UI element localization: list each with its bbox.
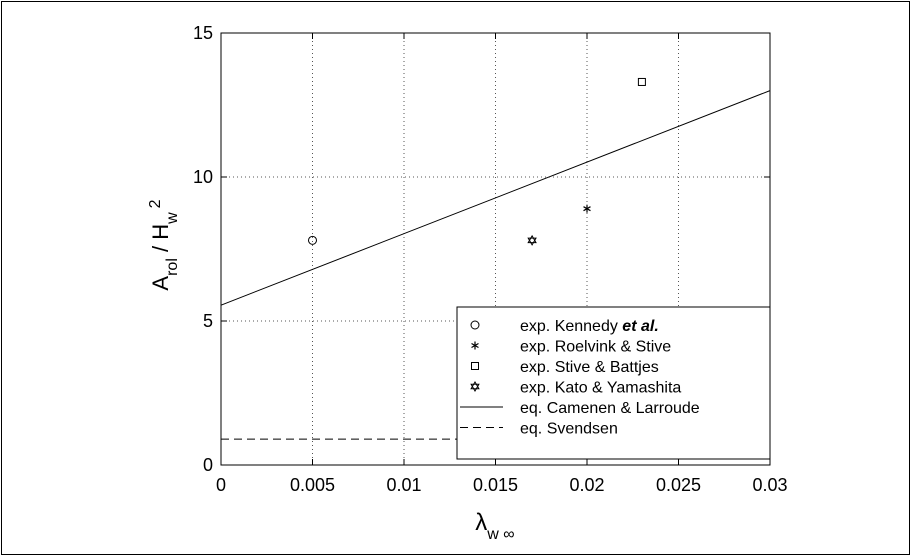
x-tick-label: 0 — [216, 475, 226, 495]
x-tick-label: 0.015 — [473, 475, 518, 495]
data-point-square — [637, 77, 646, 86]
y-tick-label: 5 — [203, 311, 213, 331]
legend-label: eq. Camenen & Larroude — [520, 400, 700, 417]
hexagram-up-triangle — [470, 381, 480, 390]
legend-label-text: eq. Camenen & Larroude — [520, 400, 700, 417]
legend-label-text: eq. Svendsen — [520, 421, 618, 438]
ticks: 0 0.005 0.01 0.015 0.02 0.025 0.03 0 5 10 15 — [193, 23, 788, 495]
asterisk-stroke — [583, 206, 591, 212]
legend-label: exp. Kato & Yamashita — [520, 380, 681, 397]
x-tick-label: 0.03 — [752, 475, 787, 495]
legend-marker — [470, 320, 480, 330]
legend-label-text: exp. Kennedy — [520, 318, 622, 335]
data-point-asterisk — [583, 204, 591, 213]
data-point-hexagram — [527, 234, 537, 246]
data-point-circle — [308, 235, 317, 245]
legend-label-text: exp. Stive & Battjes — [520, 359, 659, 376]
y-tick-label: 0 — [203, 455, 213, 475]
legend-marker — [471, 341, 479, 350]
hexagram-down-triangle — [470, 383, 480, 392]
x-tick-label: 0.025 — [656, 475, 701, 495]
y-axis-label: Arol / Hw2 — [147, 199, 181, 290]
hexagram-down-triangle — [527, 237, 537, 246]
legend-label: eq. Svendsen — [520, 421, 618, 438]
series-line-4 — [220, 90, 771, 306]
hexagram-up-triangle — [527, 234, 537, 244]
x-tick-label: 0.005 — [290, 475, 335, 495]
legend-label: exp. Roelvink & Stive — [520, 339, 671, 356]
legend-label: exp. Kennedy et al. — [520, 318, 659, 335]
legend-label: exp. Stive & Battjes — [520, 359, 659, 376]
legend-entries: exp. Kennedy et al. exp. Roelvink & Stive… — [460, 318, 700, 438]
asterisk-stroke — [471, 342, 479, 349]
legend-label-text: exp. Roelvink & Stive — [520, 339, 671, 356]
legend: exp. Kennedy et al. exp. Roelvink & Stive… — [456, 306, 771, 460]
x-tick-label: 0.01 — [386, 475, 421, 495]
legend-marker — [471, 362, 479, 370]
y-tick-label: 15 — [193, 23, 213, 43]
legend-box — [456, 306, 771, 460]
legend-marker — [470, 381, 480, 392]
x-tick-label: 0.02 — [569, 475, 604, 495]
y-tick-label: 10 — [193, 167, 213, 187]
legend-label-text: exp. Kato & Yamashita — [520, 380, 681, 397]
x-axis-label: λw ∞ — [475, 509, 514, 543]
legend-label-emphasis: et al. — [622, 318, 658, 335]
